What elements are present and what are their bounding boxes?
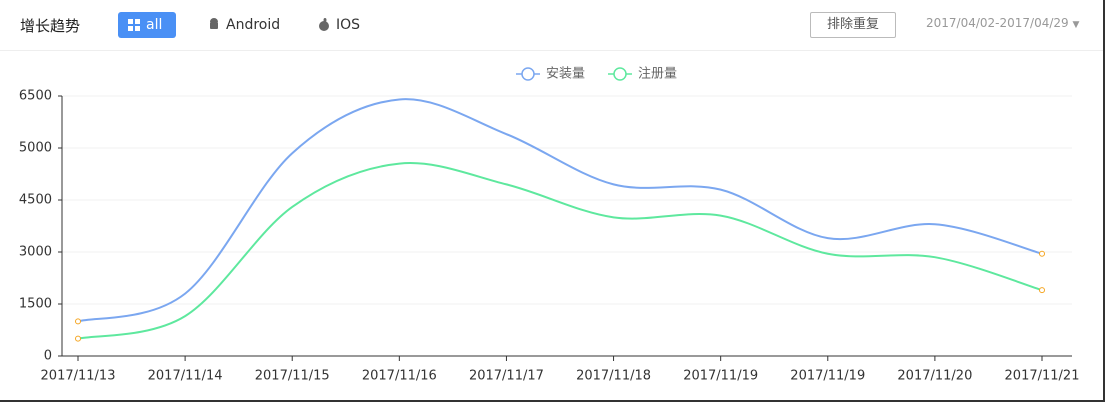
end-point (75, 318, 81, 325)
x-tick-label: 2017/11/21 (1005, 369, 1080, 384)
legend-label: 注册量 (638, 67, 677, 82)
button[interactable]: 排除重复 (810, 12, 896, 38)
end-point (1039, 287, 1045, 294)
line (77, 162, 1043, 340)
x-tick-label: 2017/11/17 (469, 369, 544, 384)
header-title: 增长趋势 (20, 17, 81, 35)
y-tick-label: 3000 (19, 245, 52, 260)
legend-marker (521, 67, 535, 81)
x-tick-label: 2017/11/16 (362, 369, 437, 384)
end-point (1039, 250, 1045, 257)
x-tick-label: 2017/11/19 (790, 369, 865, 384)
x-tick-label: 2017/11/13 (41, 369, 116, 384)
date-range-text: 2017/04/02-2017/04/29 (926, 16, 1069, 30)
header: 增长趋势 all Android IOS 排除重复 2017/04/02-201… (0, 0, 1103, 51)
line (77, 98, 1043, 323)
icon (319, 18, 329, 31)
end-point (75, 335, 81, 342)
y-tick-label: 4500 (19, 193, 52, 208)
tab-label: Android (226, 17, 281, 33)
chart: 0 1500 3000 4500 5000 6500 2017/11/13 2017/11/1… (19, 67, 1080, 384)
legend-label: 安装量 (546, 67, 585, 82)
y-tick-label: 1500 (19, 297, 52, 312)
x-tick-label: 2017/11/18 (576, 369, 651, 384)
y-tick-label: 0 (44, 349, 52, 364)
legend-marker (613, 67, 627, 81)
tab[interactable]: all (118, 12, 177, 38)
x-tick-label: 2017/11/14 (148, 369, 223, 384)
x-tick-label: 2017/11/15 (255, 369, 330, 384)
date-range[interactable]: 2017/04/02-2017/04/29 ▼ (926, 16, 1080, 30)
tab-label: all (146, 17, 163, 33)
x-tick-label: 2017/11/19 (683, 369, 758, 384)
x-tick-label: 2017/11/20 (897, 369, 972, 384)
tab-label: IOS (336, 17, 361, 33)
icon (210, 18, 218, 29)
tab[interactable]: IOS (318, 12, 360, 38)
y-tick-label: 5000 (19, 141, 52, 156)
icon (128, 19, 140, 31)
y-tick-label: 6500 (19, 89, 52, 104)
tab[interactable]: Android (208, 12, 280, 38)
